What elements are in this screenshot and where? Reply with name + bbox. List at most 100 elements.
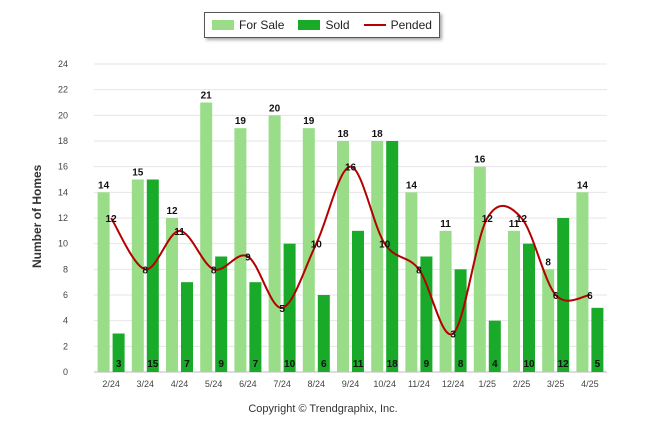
data-label-for-sale: 18	[337, 129, 349, 140]
y-tick-label: 6	[63, 290, 68, 300]
x-tick-label: 3/24	[137, 379, 155, 389]
bar-for-sale[interactable]	[405, 192, 418, 372]
bar-for-sale[interactable]	[371, 141, 384, 372]
data-label-sold: 9	[424, 359, 430, 370]
bar-for-sale[interactable]	[439, 230, 452, 372]
bar-sold[interactable]	[386, 141, 399, 372]
data-label-for-sale: 11	[440, 219, 451, 230]
y-tick-label: 10	[58, 239, 68, 249]
legend-swatch-sold	[298, 20, 321, 30]
legend-swatch-for-sale	[212, 20, 235, 30]
data-label-sold: 7	[253, 359, 259, 370]
legend-item-sold[interactable]: Sold	[298, 18, 350, 32]
data-label-sold: 15	[147, 359, 159, 370]
data-label-sold: 12	[558, 359, 570, 370]
y-tick-label: 22	[58, 85, 68, 95]
bar-for-sale[interactable]	[200, 102, 213, 373]
data-label-pended: 5	[279, 304, 285, 315]
data-label-pended: 12	[516, 214, 528, 225]
legend-label-sold: Sold	[325, 18, 350, 32]
data-label-for-sale: 14	[577, 180, 589, 191]
chart-legend: For Sale Sold Pended	[204, 12, 440, 38]
copyright-footer: Copyright © Trendgraphix, Inc.	[248, 403, 398, 415]
x-tick-label: 6/24	[239, 379, 257, 389]
x-tick-label: 4/25	[581, 379, 599, 389]
data-label-pended: 12	[106, 214, 118, 225]
bar-for-sale[interactable]	[473, 166, 486, 372]
bar-sold[interactable]	[352, 230, 364, 372]
data-label-for-sale: 20	[269, 103, 281, 114]
data-label-pended: 3	[450, 330, 456, 341]
legend-label-pended: Pended	[390, 18, 432, 32]
bar-sold[interactable]	[420, 256, 433, 373]
bar-for-sale[interactable]	[131, 179, 144, 373]
x-tick-label: 9/24	[342, 379, 360, 389]
data-label-for-sale: 19	[235, 116, 247, 127]
data-label-sold: 7	[184, 359, 190, 370]
y-tick-label: 4	[63, 316, 68, 326]
bar-sold[interactable]	[488, 320, 501, 372]
data-label-for-sale: 19	[303, 116, 315, 127]
data-label-pended: 10	[379, 240, 391, 251]
y-tick-label: 24	[58, 59, 68, 69]
data-label-sold: 10	[284, 359, 296, 370]
data-label-for-sale: 14	[406, 180, 418, 191]
bar-sold[interactable]	[283, 243, 296, 372]
data-label-sold: 11	[353, 359, 364, 370]
y-tick-label: 16	[58, 162, 68, 172]
bar-sold[interactable]	[181, 282, 193, 372]
data-label-pended: 9	[245, 253, 251, 264]
y-tick-label: 12	[58, 213, 68, 223]
data-label-sold: 3	[116, 359, 122, 370]
bar-sold[interactable]	[112, 333, 125, 373]
x-tick-label: 8/24	[308, 379, 326, 389]
data-label-pended: 8	[416, 265, 422, 276]
bar-for-sale[interactable]	[576, 192, 589, 372]
data-label-sold: 10	[523, 359, 535, 370]
bar-sold[interactable]	[146, 179, 159, 373]
bar-sold[interactable]	[591, 307, 604, 372]
data-label-sold: 9	[218, 359, 224, 370]
data-label-for-sale: 16	[474, 155, 486, 166]
bar-for-sale[interactable]	[337, 141, 349, 372]
bar-sold[interactable]	[557, 218, 570, 372]
x-tick-label: 4/24	[171, 379, 189, 389]
x-tick-label: 12/24	[442, 379, 465, 389]
data-label-for-sale: 21	[201, 91, 213, 102]
bar-for-sale[interactable]	[166, 218, 178, 372]
x-tick-label: 2/25	[513, 379, 531, 389]
series-line-pended	[110, 165, 591, 336]
legend-swatch-pended	[363, 24, 386, 26]
bar-for-sale[interactable]	[542, 269, 555, 372]
legend-item-for-sale[interactable]: For Sale	[212, 18, 284, 32]
data-label-for-sale: 18	[372, 129, 384, 140]
x-tick-label: 5/24	[205, 379, 223, 389]
bar-for-sale[interactable]	[234, 128, 247, 372]
bar-sold[interactable]	[249, 282, 262, 372]
bar-sold[interactable]	[215, 256, 228, 373]
legend-item-pended[interactable]: Pended	[363, 18, 432, 32]
x-tick-label: 10/24	[373, 379, 396, 389]
x-tick-label: 1/25	[479, 379, 497, 389]
data-label-pended: 6	[553, 291, 559, 302]
bar-sold[interactable]	[317, 295, 330, 372]
legend-label-for-sale: For Sale	[239, 18, 285, 32]
data-label-sold: 18	[387, 359, 399, 370]
x-tick-label: 3/25	[547, 379, 565, 389]
y-tick-label: 14	[58, 187, 68, 197]
data-label-for-sale: 14	[98, 180, 110, 191]
bar-for-sale[interactable]	[97, 192, 110, 372]
data-label-for-sale: 8	[545, 257, 551, 268]
data-label-pended: 10	[311, 240, 323, 251]
bar-sold[interactable]	[523, 243, 535, 372]
bar-for-sale[interactable]	[508, 230, 520, 372]
data-label-pended: 6	[587, 291, 593, 302]
bar-for-sale[interactable]	[268, 115, 281, 372]
bar-for-sale[interactable]	[302, 128, 315, 372]
data-label-pended: 16	[345, 163, 357, 174]
data-label-sold: 8	[458, 359, 464, 370]
x-tick-label: 7/24	[273, 379, 291, 389]
data-label-sold: 5	[595, 359, 601, 370]
